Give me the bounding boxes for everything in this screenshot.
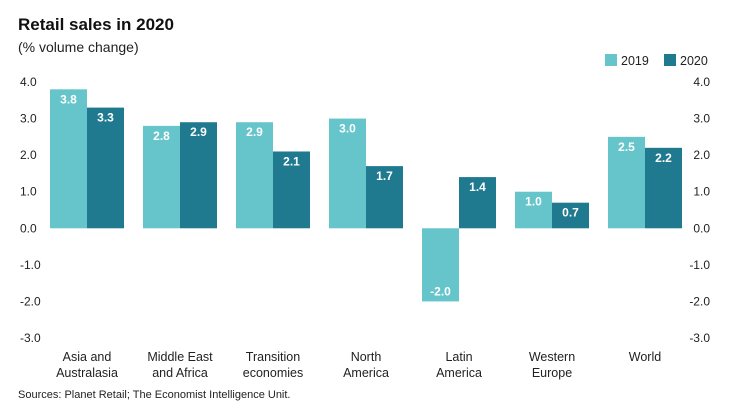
bar-value-label: 1.7 [376, 169, 393, 183]
legend-label-2019: 2019 [621, 54, 649, 68]
bar-value-label: 1.4 [469, 180, 486, 194]
category-label: World [629, 350, 661, 364]
y-tick-right: -3.0 [689, 331, 710, 345]
category-label: Australasia [56, 366, 118, 380]
bar-value-label: 0.7 [562, 206, 579, 220]
y-tick-right: 1.0 [693, 185, 710, 199]
category-label: Western [529, 350, 575, 364]
y-tick-left: 4.0 [20, 75, 37, 89]
y-tick-left: 0.0 [20, 221, 37, 235]
legend-swatch-2019 [605, 54, 617, 66]
bar-series: 3.8 3.3 2.8 2.9 2.9 2.1 3.0 1.7 -2.0 1.4 1.0 0.7 2.5… [50, 89, 682, 302]
y-tick-right: 0.0 [693, 221, 710, 235]
bar-2019 [236, 122, 273, 229]
bar-value-label: 2.5 [618, 140, 635, 154]
bar-2019 [515, 191, 552, 229]
category-label: Asia and [63, 350, 112, 364]
bar-value-label: 3.0 [339, 122, 356, 136]
bar-2020 [273, 151, 310, 229]
y-tick-left: 1.0 [20, 185, 37, 199]
y-tick-left: -2.0 [20, 294, 41, 308]
category-label: Middle East [147, 350, 213, 364]
bar-value-label: 2.2 [655, 151, 672, 165]
legend-label-2020: 2020 [680, 54, 708, 68]
y-tick-left: 2.0 [20, 148, 37, 162]
bar-value-label: 2.8 [153, 129, 170, 143]
y-tick-right: 2.0 [693, 148, 710, 162]
y-tick-left: -3.0 [20, 331, 41, 345]
category-label: and Africa [152, 366, 208, 380]
y-axis-right: 4.0 3.0 2.0 1.0 0.0 -1.0 -2.0 -3.0 [689, 75, 710, 345]
bar-2019 [422, 228, 459, 302]
bar-2020 [180, 122, 217, 229]
bar-2019 [143, 125, 180, 229]
y-tick-right: -2.0 [689, 294, 710, 308]
legend-swatch-2020 [664, 54, 676, 66]
source-note: Sources: Planet Retail; The Economist In… [18, 389, 291, 401]
category-labels: Asia and Australasia Middle East and Africa… [56, 350, 661, 380]
y-tick-right: -1.0 [689, 258, 710, 272]
bar-2020 [87, 107, 124, 229]
bar-2020 [552, 202, 589, 229]
bar-value-label: 2.9 [246, 125, 263, 139]
legend: 2019 2020 [605, 54, 708, 68]
category-label: Transition [246, 350, 300, 364]
bar-2019 [608, 136, 645, 229]
bar-2019 [50, 89, 87, 229]
bar-2019 [329, 118, 366, 229]
bar-value-label: 1.0 [525, 195, 542, 209]
bar-2020 [459, 177, 496, 229]
bar-value-label: 2.9 [190, 125, 207, 139]
category-label: America [343, 366, 389, 380]
bar-value-label: -2.0 [430, 284, 451, 298]
chart-subtitle: (% volume change) [18, 39, 139, 55]
bar-value-label: 3.8 [60, 92, 77, 106]
category-label: North [351, 350, 382, 364]
category-label: America [436, 366, 482, 380]
y-tick-right: 4.0 [693, 75, 710, 89]
category-label: Europe [532, 366, 572, 380]
bar-2020 [645, 147, 682, 229]
y-tick-left: 3.0 [20, 112, 37, 126]
y-tick-right: 3.0 [693, 112, 710, 126]
chart-title: Retail sales in 2020 [18, 15, 174, 34]
category-label: Latin [445, 350, 472, 364]
bar-value-label: 2.1 [283, 154, 300, 168]
y-axis-left: 4.0 3.0 2.0 1.0 0.0 -1.0 -2.0 -3.0 [20, 75, 41, 345]
bar-2020 [366, 166, 403, 229]
category-label: economies [243, 366, 303, 380]
bar-value-label: 3.3 [97, 111, 114, 125]
y-tick-left: -1.0 [20, 258, 41, 272]
